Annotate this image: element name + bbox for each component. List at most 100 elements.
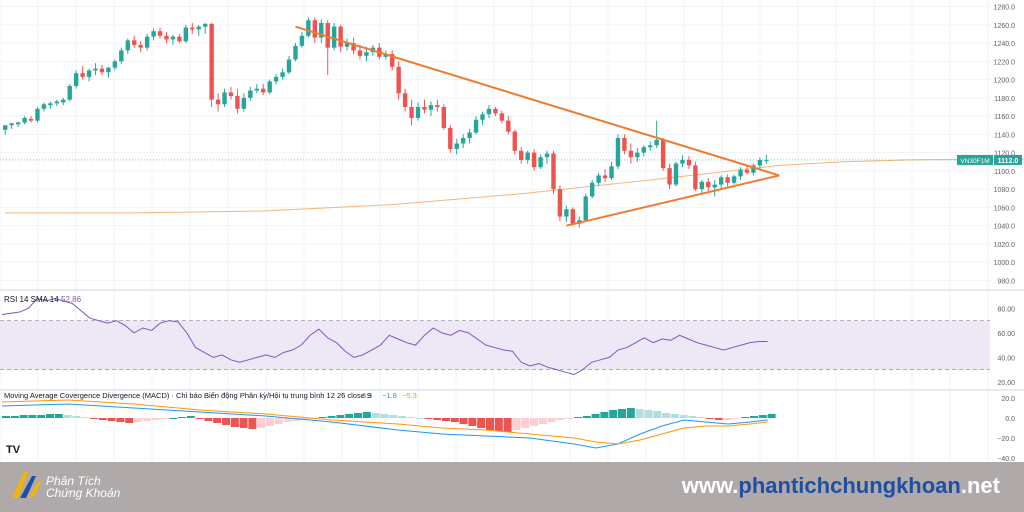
candle-body xyxy=(680,159,685,164)
macd-histogram-bar xyxy=(635,409,644,418)
macd-histogram-bar xyxy=(54,414,63,418)
macd-histogram-bar xyxy=(618,409,626,418)
macd-histogram-bar xyxy=(213,418,222,423)
price-tick-label: 1240.0 xyxy=(994,41,1016,48)
macd-histogram-bar xyxy=(468,418,477,426)
macd-histogram-bar xyxy=(600,412,609,418)
macd-histogram-bar xyxy=(732,418,741,419)
candle-body xyxy=(390,54,395,67)
macd-histogram-bar xyxy=(327,416,336,418)
macd-histogram-bar xyxy=(679,415,688,418)
candle-body xyxy=(144,36,150,48)
macd-histogram-bar xyxy=(767,414,776,418)
macd-histogram-bar xyxy=(380,414,389,418)
macd-histogram-bar xyxy=(582,416,591,418)
candle-body xyxy=(544,153,550,158)
price-tick-label: 1160.0 xyxy=(994,114,1015,121)
macd-histogram-bar xyxy=(565,418,574,419)
candle-body xyxy=(344,43,350,47)
candle-body xyxy=(480,114,485,120)
macd-histogram-bar xyxy=(318,417,327,418)
macd-histogram-bar xyxy=(424,418,433,419)
candle-body xyxy=(538,157,543,168)
macd-histogram-bar xyxy=(653,411,662,418)
website-link[interactable]: www.phantichchungkhoan.net xyxy=(682,473,1000,499)
candle-body xyxy=(422,106,427,110)
macd-histogram-bar xyxy=(10,416,19,418)
candle-body xyxy=(454,143,459,149)
last-price-tag xyxy=(994,154,1022,165)
candle-body xyxy=(261,88,266,93)
macd-histogram-bar xyxy=(204,418,213,421)
candle-body xyxy=(190,27,195,30)
price-tick-label: 980.0 xyxy=(997,278,1015,285)
macd-histogram-bar xyxy=(442,418,450,421)
candle-body xyxy=(564,209,569,217)
candle-body xyxy=(119,50,124,62)
url-suffix: .net xyxy=(960,473,1000,498)
candle-body xyxy=(699,181,705,190)
candle-body xyxy=(93,68,98,71)
macd-histogram-bar xyxy=(125,418,134,423)
candle-body xyxy=(196,26,201,30)
candle-body xyxy=(467,132,472,139)
candle-body xyxy=(596,175,601,183)
candle-body xyxy=(622,138,627,151)
macd-histogram-bar xyxy=(723,418,732,420)
macd-histogram-bar xyxy=(450,418,459,422)
candle-body xyxy=(325,22,330,48)
macd-histogram-bar xyxy=(688,416,697,418)
macd-histogram-bar xyxy=(574,417,582,418)
candle-body xyxy=(506,120,511,132)
macd-histogram-bar xyxy=(169,418,178,419)
macd-histogram-bar xyxy=(292,418,301,421)
candle-body xyxy=(435,105,440,107)
macd-histogram-bar xyxy=(151,418,160,420)
candle-body xyxy=(641,147,646,153)
macd-histogram-bar xyxy=(758,415,767,418)
candle-body xyxy=(725,177,730,183)
candle-body xyxy=(306,20,311,36)
macd-histogram-bar xyxy=(98,418,107,420)
candle-body xyxy=(686,159,692,166)
macd-histogram-bar xyxy=(230,418,239,427)
candle-body xyxy=(35,108,40,121)
candle-body xyxy=(138,44,143,48)
candle-body xyxy=(441,106,447,128)
candle-body xyxy=(286,59,292,73)
macd-tick-label: 20.0 xyxy=(1001,396,1015,403)
candle-body xyxy=(673,163,679,185)
candle-body xyxy=(3,125,8,130)
candle-body xyxy=(751,165,756,173)
candle-body xyxy=(177,36,182,42)
macd-histogram-bar xyxy=(503,418,512,432)
rsi-tick-label: 60.00 xyxy=(997,331,1015,338)
candle-body xyxy=(170,36,176,40)
logo-text: Phân Tích Chứng Khoán xyxy=(46,475,120,499)
symbol-tag xyxy=(957,154,993,165)
candle-body xyxy=(293,45,298,60)
macd-histogram-bar xyxy=(389,415,398,418)
signal-line xyxy=(1,399,768,445)
price-tick-label: 1000.0 xyxy=(994,260,1016,267)
candle-body xyxy=(718,177,724,185)
macd-histogram-bar xyxy=(398,416,406,418)
candle-body xyxy=(493,108,498,114)
candle-body xyxy=(654,139,659,146)
candle-body xyxy=(15,122,21,125)
macd-histogram-bar xyxy=(371,413,380,418)
macd-histogram-bar xyxy=(477,418,486,428)
candle-body xyxy=(61,99,66,103)
candle-body xyxy=(428,105,434,110)
price-tick-label: 1200.0 xyxy=(994,78,1016,85)
price-tick-label: 1060.0 xyxy=(994,205,1016,212)
candle-body xyxy=(512,131,517,151)
rsi-value: 52.86 xyxy=(61,295,82,304)
macd-histogram-bar xyxy=(72,416,81,418)
candle-body xyxy=(351,43,356,51)
footer-bar: Phân Tích Chứng Khoán www.phantichchungk… xyxy=(0,462,1024,512)
macd-histogram-bar xyxy=(46,414,54,418)
candle-body xyxy=(132,40,137,45)
macd-pane: Moving Average Covergence Divergence (MA… xyxy=(1,391,776,449)
candle-body xyxy=(99,68,105,73)
